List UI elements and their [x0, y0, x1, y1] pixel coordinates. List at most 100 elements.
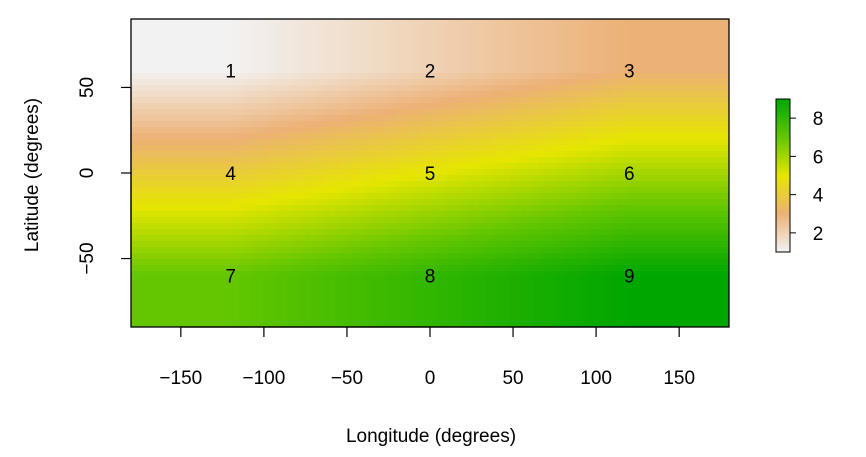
raster-pixel [149, 109, 156, 116]
raster-pixel [509, 139, 516, 146]
raster-pixel [173, 25, 180, 32]
raster-pixel [425, 265, 432, 272]
raster-pixel [467, 259, 474, 266]
raster-pixel [647, 103, 654, 110]
raster-pixel [449, 157, 456, 164]
raster-pixel [239, 175, 246, 182]
raster-pixel [329, 199, 336, 206]
raster-pixel [161, 103, 168, 110]
raster-pixel [245, 91, 252, 98]
raster-pixel [371, 211, 378, 218]
raster-pixel [677, 235, 684, 242]
raster-pixel [635, 43, 642, 50]
raster-pixel [497, 301, 504, 308]
raster-pixel [707, 133, 714, 140]
raster-pixel [353, 271, 360, 278]
raster-pixel [335, 19, 342, 26]
raster-pixel [563, 25, 570, 32]
raster-pixel [641, 289, 648, 296]
raster-pixel [245, 181, 252, 188]
raster-pixel [527, 91, 534, 98]
raster-pixel [587, 25, 594, 32]
raster-pixel [617, 109, 624, 116]
raster-pixel [437, 229, 444, 236]
raster-pixel [317, 157, 324, 164]
raster-pixel [197, 133, 204, 140]
raster-pixel [503, 235, 510, 242]
raster-pixel [635, 31, 642, 38]
raster-pixel [635, 205, 642, 212]
raster-pixel [695, 103, 702, 110]
raster-pixel [233, 139, 240, 146]
raster-pixel [191, 241, 198, 248]
raster-pixel [209, 127, 216, 134]
raster-pixel [179, 181, 186, 188]
raster-pixel [227, 37, 234, 44]
raster-pixel [425, 259, 432, 266]
raster-pixel [665, 271, 672, 278]
raster-pixel [311, 217, 318, 224]
raster-pixel [383, 31, 390, 38]
raster-pixel [713, 31, 720, 38]
raster-pixel [263, 271, 270, 278]
raster-pixel [641, 295, 648, 302]
raster-pixel [695, 265, 702, 272]
raster-pixel [407, 79, 414, 86]
raster-pixel [653, 61, 660, 68]
raster-pixel [473, 289, 480, 296]
raster-pixel [263, 91, 270, 98]
raster-pixel [131, 211, 138, 218]
raster-pixel [683, 187, 690, 194]
raster-pixel [365, 205, 372, 212]
raster-pixel [431, 265, 438, 272]
raster-pixel [461, 259, 468, 266]
raster-pixel [281, 133, 288, 140]
raster-pixel [683, 97, 690, 104]
raster-pixel [671, 67, 678, 74]
raster-pixel [647, 247, 654, 254]
raster-pixel [569, 103, 576, 110]
raster-pixel [551, 85, 558, 92]
raster-pixel [665, 97, 672, 104]
raster-pixel [209, 139, 216, 146]
raster-pixel [437, 235, 444, 242]
raster-pixel [467, 283, 474, 290]
raster-pixel [707, 301, 714, 308]
raster-pixel [323, 103, 330, 110]
raster-pixel [263, 139, 270, 146]
raster-pixel [287, 157, 294, 164]
raster-pixel [287, 121, 294, 128]
raster-pixel [293, 193, 300, 200]
raster-pixel [353, 235, 360, 242]
raster-pixel [515, 115, 522, 122]
raster-pixel [377, 133, 384, 140]
raster-pixel [209, 103, 216, 110]
raster-pixel [197, 19, 204, 26]
raster-pixel [623, 145, 630, 152]
raster-pixel [419, 271, 426, 278]
raster-pixel [527, 247, 534, 254]
raster-pixel [371, 31, 378, 38]
raster-pixel [155, 127, 162, 134]
raster-pixel [317, 235, 324, 242]
raster-pixel [173, 145, 180, 152]
raster-pixel [209, 187, 216, 194]
raster-pixel [653, 241, 660, 248]
raster-pixel [245, 199, 252, 206]
raster-pixel [293, 103, 300, 110]
raster-pixel [347, 259, 354, 266]
raster-pixel [593, 109, 600, 116]
raster-pixel [581, 259, 588, 266]
raster-pixel [419, 25, 426, 32]
raster-pixel [653, 259, 660, 266]
raster-pixel [497, 91, 504, 98]
raster-pixel [605, 313, 612, 320]
raster-pixel [311, 313, 318, 320]
raster-pixel [323, 157, 330, 164]
raster-pixel [341, 199, 348, 206]
raster-pixel [143, 151, 150, 158]
raster-pixel [695, 283, 702, 290]
raster-pixel [155, 55, 162, 62]
raster-pixel [167, 115, 174, 122]
raster-pixel [503, 85, 510, 92]
